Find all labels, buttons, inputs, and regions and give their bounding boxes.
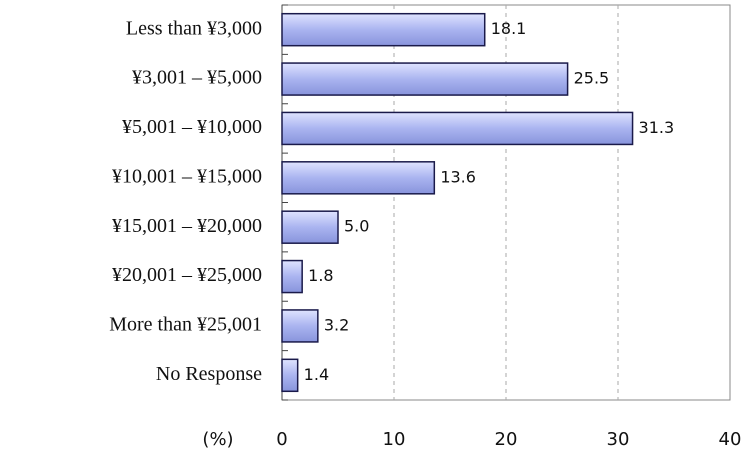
x-axis-label: (%)	[202, 429, 233, 450]
bar	[281, 259, 303, 294]
y-tick-label: Less than ¥3,000	[126, 17, 262, 39]
bar	[281, 210, 339, 244]
data-label: 5.0	[344, 217, 369, 236]
x-tick-label: 10	[383, 429, 406, 450]
data-label: 18.1	[491, 19, 527, 38]
bar	[281, 161, 436, 195]
bar	[281, 62, 569, 96]
y-tick-label: ¥15,001 – ¥20,000	[112, 215, 262, 237]
x-tick-label: 20	[495, 429, 518, 450]
x-tick-label: 30	[607, 429, 630, 450]
y-tick-label: ¥5,001 – ¥10,000	[122, 116, 262, 138]
data-label: 13.6	[440, 167, 476, 186]
y-tick-label: No Response	[156, 363, 262, 385]
y-tick-label: ¥20,001 – ¥25,000	[112, 264, 262, 286]
y-tick-label: ¥10,001 – ¥15,000	[112, 165, 262, 187]
bar	[281, 309, 319, 343]
bar	[281, 358, 299, 393]
x-tick-label: 40	[719, 429, 742, 450]
data-label: 1.8	[308, 266, 333, 285]
data-label: 3.2	[324, 315, 349, 334]
bar	[281, 12, 486, 47]
data-label: 1.4	[304, 365, 329, 384]
data-label: 25.5	[574, 69, 610, 88]
y-tick-label: ¥3,001 – ¥5,000	[132, 67, 262, 89]
bar	[281, 111, 634, 146]
y-tick-label: More than ¥25,001	[109, 314, 262, 336]
x-tick-label: 0	[276, 429, 287, 450]
data-label: 31.3	[639, 118, 675, 137]
